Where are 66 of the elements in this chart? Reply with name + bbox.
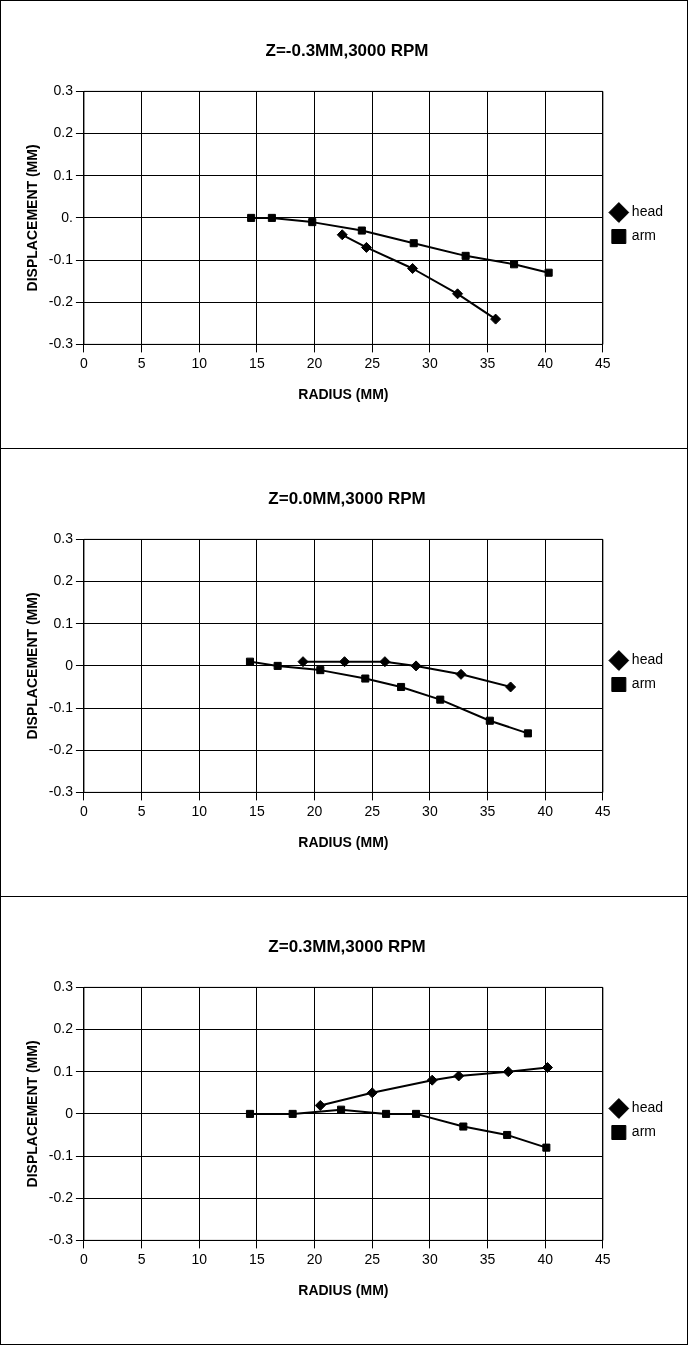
x-tick-label: 15 [249,802,265,819]
x-tick-label: 25 [364,354,381,371]
x-tick-label: 35 [479,1250,496,1267]
x-tick-label: 40 [537,354,554,371]
x-tick-label: 45 [595,802,611,819]
y-tick-label: 0.2 [53,1020,74,1037]
y-tick-label: -0.1 [48,698,74,715]
x-tick-label: 20 [306,354,323,371]
x-tick-label: 0 [80,802,89,819]
y-tick-label: -0.1 [48,250,74,267]
y-tick-label: 0.3 [53,530,74,547]
y-tick-label: -0.1 [48,1146,74,1163]
chart-title: Z=-0.3MM,3000 RPM [265,40,429,60]
y-tick-label: 0.3 [53,82,74,99]
x-tick-label: 30 [422,1250,438,1267]
x-tick-label: 35 [479,354,496,371]
x-tick-label: 15 [249,1250,265,1267]
y-tick-label: 0. [61,208,73,225]
x-tick-label: 45 [595,354,611,371]
x-tick-label: 5 [137,802,146,819]
x-axis-title: RADIUS (MM) [298,1282,389,1299]
y-tick-label: 0.2 [53,124,74,141]
y-tick-label: 0.3 [53,978,74,995]
legend-label: arm [631,1123,656,1140]
x-tick-label: 5 [137,1250,146,1267]
x-tick-label: 45 [595,1250,611,1267]
y-tick-label: -0.3 [48,1231,74,1248]
y-tick-label: 0 [65,656,74,673]
chart-title: Z=0.3MM,3000 RPM [268,936,426,956]
y-tick-label: -0.3 [48,783,74,800]
x-tick-label: 0 [80,1250,89,1267]
x-tick-label: 40 [537,802,554,819]
x-tick-label: 5 [137,354,146,371]
x-tick-label: 35 [479,802,496,819]
x-tick-label: 20 [306,802,323,819]
x-tick-label: 10 [191,1250,208,1267]
x-axis-title: RADIUS (MM) [298,386,389,403]
y-tick-label: -0.3 [48,335,74,352]
y-tick-label: 0.2 [53,572,74,589]
y-tick-label: -0.2 [48,1189,74,1206]
y-axis-title: DISPLACEMENT (MM) [24,144,41,292]
x-tick-label: 10 [191,802,208,819]
x-tick-label: 30 [422,802,438,819]
x-tick-label: 40 [537,1250,554,1267]
x-axis-title: RADIUS (MM) [298,834,389,851]
x-tick-label: 30 [422,354,438,371]
legend-label: head [631,1099,664,1116]
legend-label: head [631,203,664,220]
y-tick-label: 0 [65,1104,74,1121]
x-tick-label: 15 [249,354,265,371]
legend-label: arm [631,675,656,692]
y-tick-label: 0.1 [53,1062,74,1079]
y-tick-label: -0.2 [48,741,74,758]
y-tick-label: -0.2 [48,293,74,310]
x-tick-label: 10 [191,354,208,371]
legend-label: arm [631,227,656,244]
y-axis-title: DISPLACEMENT (MM) [24,592,41,740]
legend-label: head [631,651,664,668]
y-tick-label: 0.1 [53,614,74,631]
y-tick-label: 0.1 [53,166,74,183]
y-axis-title: DISPLACEMENT (MM) [24,1040,41,1188]
x-tick-label: 25 [364,1250,381,1267]
chart-title: Z=0.0MM,3000 RPM [268,488,426,508]
x-tick-label: 25 [364,802,381,819]
x-tick-label: 20 [306,1250,323,1267]
x-tick-label: 0 [80,354,89,371]
